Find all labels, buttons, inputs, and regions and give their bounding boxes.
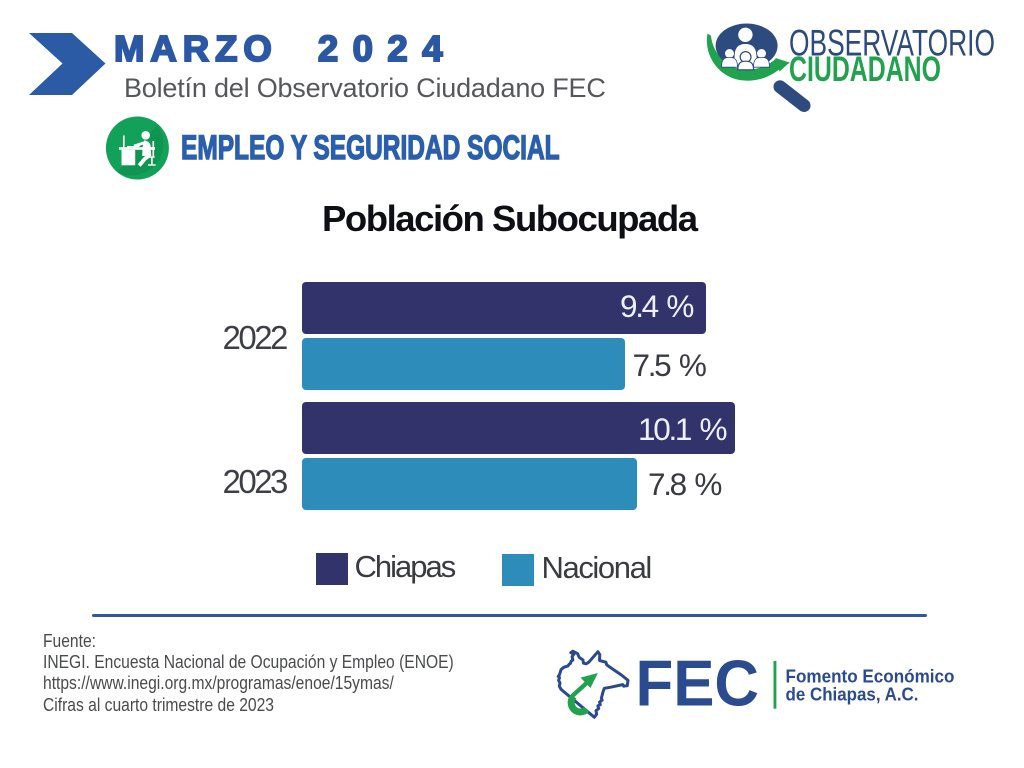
svg-text:FEC: FEC (636, 647, 760, 720)
svg-text:CIUDADANO: CIUDADANO (789, 50, 941, 89)
svg-text:OBSERVATORIO: OBSERVATORIO (789, 22, 995, 63)
svg-text:Fomento Económico: Fomento Económico (786, 666, 955, 687)
svg-text:de Chiapas, A.C.: de Chiapas, A.C. (786, 683, 919, 704)
